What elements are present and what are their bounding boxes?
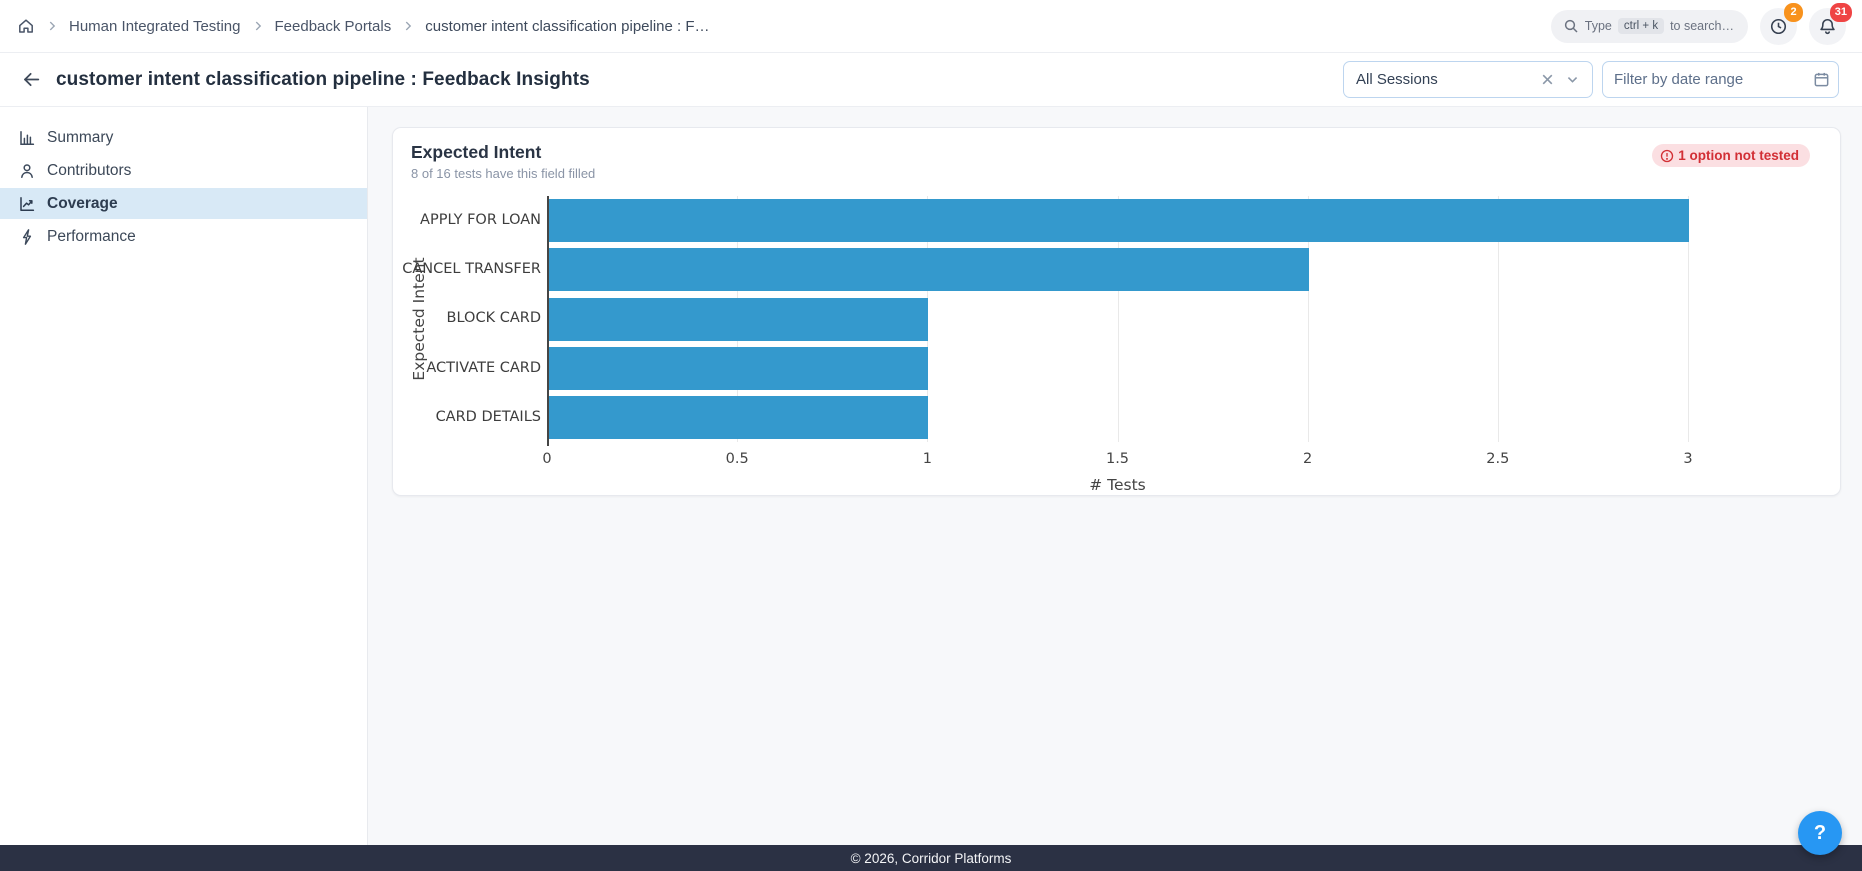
sidebar-item-label: Contributors	[47, 161, 132, 179]
x-tick-label: 1	[922, 451, 932, 467]
help-button[interactable]: ?	[1798, 811, 1842, 855]
x-tick-label: 2.5	[1486, 451, 1510, 467]
y-category-label: ACTIVATE CARD	[426, 359, 541, 376]
gridline	[1497, 196, 1499, 442]
chevron-right-icon	[45, 19, 59, 33]
breadcrumb-item-feedback-portals[interactable]: Feedback Portals	[274, 17, 392, 35]
bar-card-details[interactable]	[548, 395, 929, 439]
x-tick-label: 0.5	[725, 451, 749, 467]
search-hint-prefix: Type	[1584, 19, 1612, 33]
sidebar-item-coverage[interactable]: Coverage	[0, 188, 367, 219]
x-tick-label: 3	[1683, 451, 1693, 467]
sidebar-item-label: Coverage	[47, 194, 118, 212]
not-tested-warning-badge: 1 option not tested	[1652, 144, 1810, 167]
y-category-label: CARD DETAILS	[435, 408, 541, 425]
home-icon[interactable]	[17, 17, 35, 35]
date-range-input[interactable]	[1614, 71, 1813, 88]
chevron-down-icon[interactable]	[1565, 72, 1580, 87]
warning-badge-label: 1 option not tested	[1678, 148, 1799, 163]
gridline	[1117, 196, 1119, 442]
footer: © 2026, Corridor Platforms	[0, 845, 1862, 871]
bar-chart-icon	[18, 129, 36, 147]
search-input[interactable]: Type ctrl + k to search…	[1550, 9, 1748, 43]
filters: All Sessions	[1343, 61, 1839, 98]
person-icon	[18, 162, 36, 180]
topbar-actions: Type ctrl + k to search… 2 31	[1550, 2, 1852, 45]
bar-activate-card[interactable]	[548, 346, 929, 390]
notifications-count-badge: 31	[1829, 2, 1852, 22]
breadcrumb-item-current: customer intent classification pipeline …	[425, 17, 710, 35]
y-category-label: BLOCK CARD	[446, 310, 541, 327]
breadcrumb: Human Integrated Testing Feedback Portal…	[17, 17, 710, 35]
line-chart-icon	[18, 195, 36, 213]
card-subtitle: 8 of 16 tests have this field filled	[411, 166, 596, 181]
breadcrumb-item-workspace[interactable]: Human Integrated Testing	[69, 17, 241, 35]
card-title: Expected Intent	[411, 142, 542, 162]
clear-icon[interactable]	[1540, 72, 1555, 87]
notifications-button-wrap: 31	[1809, 2, 1852, 45]
expected-intent-card: Expected Intent 8 of 16 tests have this …	[392, 127, 1841, 496]
content: Summary Contributors Coverage Performanc…	[0, 107, 1862, 845]
main-area: Expected Intent 8 of 16 tests have this …	[368, 107, 1862, 845]
lightning-icon	[18, 228, 36, 246]
alert-circle-icon	[1660, 149, 1674, 163]
bar-chart: Expected Intent # Tests APPLY FOR LOAN CA…	[393, 188, 1840, 494]
bar-cancel-transfer[interactable]	[548, 248, 1309, 292]
bar-block-card[interactable]	[548, 297, 929, 341]
history-count-badge: 2	[1784, 2, 1803, 22]
x-tick-label: 1.5	[1105, 451, 1130, 467]
sidebar: Summary Contributors Coverage Performanc…	[0, 107, 368, 845]
session-filter-select[interactable]: All Sessions	[1343, 61, 1593, 98]
history-button-wrap: 2	[1760, 2, 1803, 45]
x-axis-title: # Tests	[1089, 476, 1146, 494]
page-title: customer intent classification pipeline …	[56, 68, 590, 90]
x-tick-label: 2	[1303, 451, 1313, 467]
session-filter-value: All Sessions	[1356, 71, 1438, 88]
back-button[interactable]	[21, 69, 42, 90]
y-category-label: CANCEL TRANSFER	[402, 261, 541, 278]
question-mark-icon: ?	[1813, 821, 1827, 844]
sidebar-item-label: Summary	[47, 128, 114, 146]
sidebar-item-performance[interactable]: Performance	[0, 221, 367, 252]
calendar-icon	[1813, 71, 1830, 88]
search-icon	[1563, 18, 1579, 34]
x-tick-label: 0	[542, 451, 552, 467]
sidebar-item-label: Performance	[47, 227, 136, 245]
y-category-label: APPLY FOR LOAN	[420, 212, 541, 228]
search-hint-suffix: to search…	[1670, 19, 1734, 33]
axis-zero-line	[547, 196, 549, 446]
search-shortcut: ctrl + k	[1617, 18, 1665, 34]
bell-icon	[1818, 17, 1837, 36]
chevron-right-icon	[401, 19, 415, 33]
gridline	[1307, 196, 1309, 442]
copyright-text: © 2026, Corridor Platforms	[850, 850, 1012, 866]
clock-icon	[1769, 17, 1788, 36]
arrow-left-icon	[21, 69, 42, 90]
topbar: Human Integrated Testing Feedback Portal…	[0, 0, 1862, 53]
sidebar-item-summary[interactable]: Summary	[0, 122, 367, 153]
page-header: customer intent classification pipeline …	[0, 53, 1862, 107]
sidebar-item-contributors[interactable]: Contributors	[0, 155, 367, 186]
chevron-right-icon	[251, 19, 265, 33]
gridline	[1688, 196, 1689, 442]
bar-apply-for-loan[interactable]	[548, 199, 1689, 243]
date-range-filter[interactable]	[1602, 61, 1839, 98]
